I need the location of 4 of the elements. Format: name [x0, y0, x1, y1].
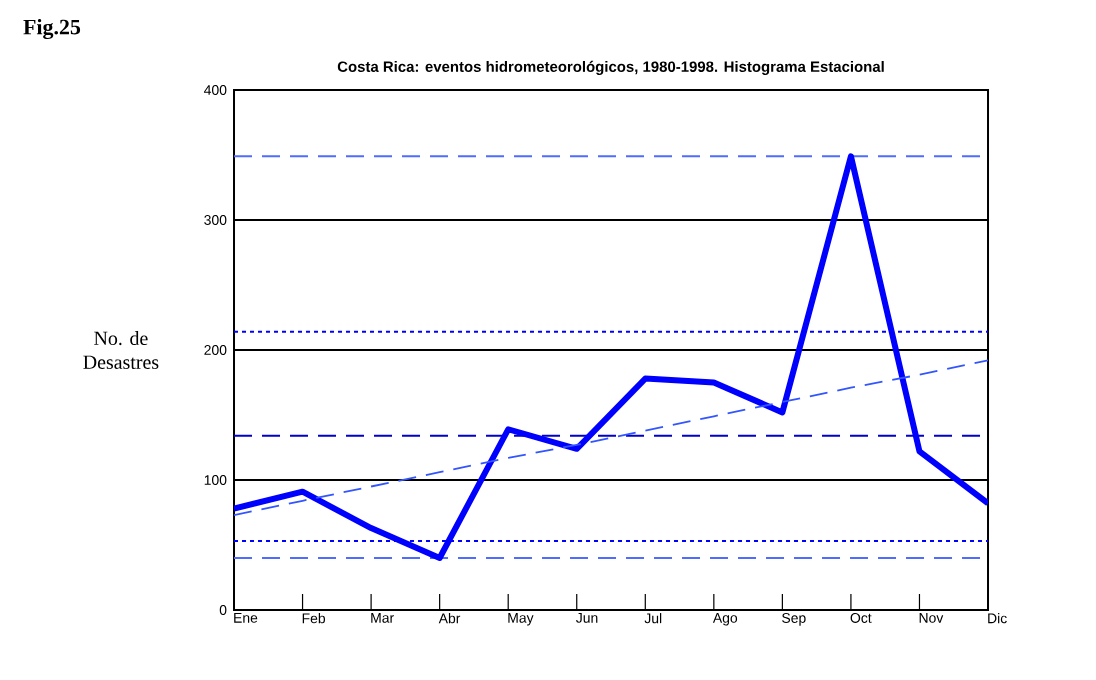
y-axis-title: No. de Desastres [83, 331, 159, 369]
line-series [234, 359, 989, 516]
caption: Fig.25 [23, 19, 81, 40]
line-series [234, 153, 989, 561]
